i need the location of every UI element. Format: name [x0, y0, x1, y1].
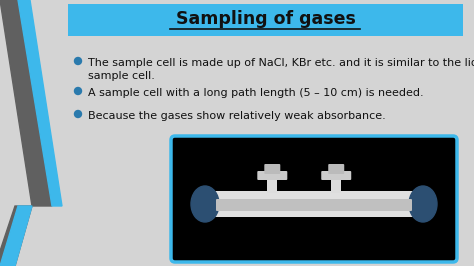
FancyBboxPatch shape: [216, 199, 412, 211]
FancyBboxPatch shape: [68, 4, 463, 36]
Circle shape: [74, 88, 82, 94]
Polygon shape: [0, 206, 32, 266]
FancyBboxPatch shape: [171, 136, 457, 262]
Ellipse shape: [191, 186, 219, 222]
FancyBboxPatch shape: [264, 164, 280, 174]
FancyBboxPatch shape: [331, 171, 341, 193]
Text: Sampling of gases: Sampling of gases: [175, 10, 356, 28]
Polygon shape: [0, 0, 52, 206]
FancyBboxPatch shape: [267, 171, 277, 193]
Ellipse shape: [409, 186, 437, 222]
Circle shape: [74, 57, 82, 64]
Text: Because the gases show relatively weak absorbance.: Because the gases show relatively weak a…: [88, 111, 386, 121]
Text: A sample cell with a long path length (5 – 10 cm) is needed.: A sample cell with a long path length (5…: [88, 88, 424, 98]
FancyBboxPatch shape: [201, 191, 427, 217]
Text: The sample cell is made up of NaCl, KBr etc. and it is similar to the liquid
sam: The sample cell is made up of NaCl, KBr …: [88, 58, 474, 81]
FancyBboxPatch shape: [321, 171, 351, 180]
Polygon shape: [0, 206, 32, 266]
FancyBboxPatch shape: [257, 171, 287, 180]
Polygon shape: [18, 0, 62, 206]
Circle shape: [74, 110, 82, 118]
FancyBboxPatch shape: [328, 164, 344, 174]
